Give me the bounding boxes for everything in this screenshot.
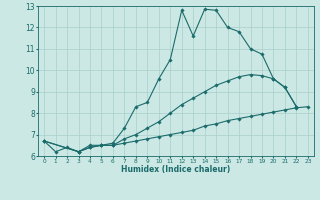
X-axis label: Humidex (Indice chaleur): Humidex (Indice chaleur) [121,165,231,174]
